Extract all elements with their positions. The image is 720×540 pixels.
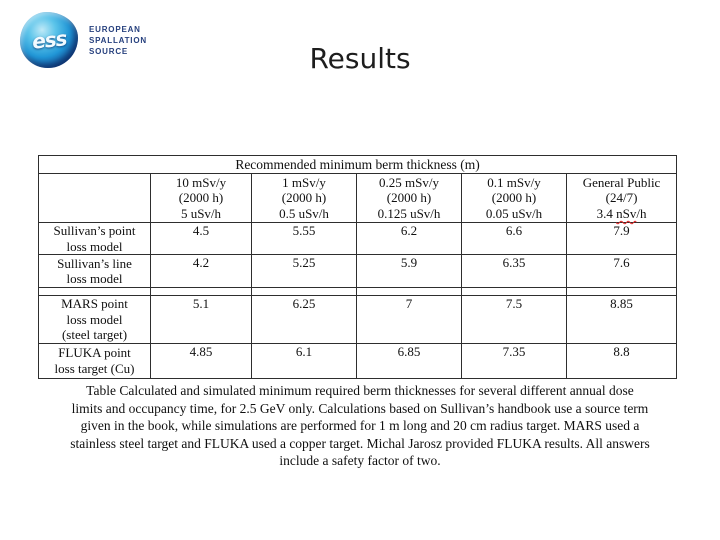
table-cell: 5.55 [251,222,357,255]
ess-logo-word-line: EUROPEAN [89,24,141,34]
table-cell: 7.9 [565,222,678,255]
table-caption: Table Calculated and simulated minimum r… [70,383,650,468]
table-cell: 8.85 [565,295,678,344]
spellchecked-unit: nSv [616,205,637,221]
table-header-row: 10 mSv/y (2000 h) 5 uSv/h 1 mSv/y (2000 … [38,173,678,223]
table-cell: 7.35 [461,342,567,379]
ess-logo-word-line: SPALLATION [89,35,147,45]
table-cell: 6.1 [251,342,357,379]
table-cell: 6.85 [356,342,462,379]
ess-logo: ess EUROPEAN SPALLATION SOURCE [20,12,147,68]
table-cell: 5.9 [356,254,462,288]
table-row: FLUKA point loss target (Cu) 4.85 6.1 6.… [38,342,678,379]
results-table: Recommended minimum berm thickness (m) 1… [37,155,678,379]
column-header: 0.1 mSv/y (2000 h) 0.05 uSv/h [461,173,567,223]
ess-logo-word-line: SOURCE [89,46,129,56]
table-row: Sullivan’s point loss model 4.5 5.55 6.2… [38,222,678,255]
table-cell: 6.25 [251,295,357,344]
table-row: Sullivan’s line loss model 4.2 5.25 5.9 … [38,254,678,288]
table-cell: 4.85 [150,342,252,379]
row-label: FLUKA point loss target (Cu) [38,342,151,379]
table-cell: 4.5 [150,222,252,255]
column-header: 10 mSv/y (2000 h) 5 uSv/h [150,173,252,223]
column-header: 1 mSv/y (2000 h) 0.5 uSv/h [251,173,357,223]
table-cell: 7.6 [565,254,678,288]
table-row: MARS point loss model (steel target) 5.1… [38,295,678,344]
row-label: MARS point loss model (steel target) [38,295,151,344]
table-title: Recommended minimum berm thickness (m) [37,155,678,174]
table-cell: 5.25 [251,254,357,288]
table-title-row: Recommended minimum berm thickness (m) [37,155,678,174]
table-cell: 7.5 [461,295,567,344]
table-cell: 6.6 [461,222,567,255]
table-cell: 8.8 [565,342,678,379]
table-cell: 6.2 [356,222,462,255]
table-cell: 5.1 [150,295,252,344]
table-cell: 7 [356,295,462,344]
ess-logo-wordmark: EUROPEAN SPALLATION SOURCE [89,24,147,57]
table-cell: 6.35 [461,254,567,288]
corner-cell [38,173,151,223]
column-header: 0.25 mSv/y (2000 h) 0.125 uSv/h [356,173,462,223]
ess-logo-icon: ess [20,12,78,68]
spacer-row [38,287,678,296]
row-label: Sullivan’s line loss model [38,254,151,288]
table-cell: 4.2 [150,254,252,288]
page-title: Results [309,42,411,75]
column-header: General Public (24/7) 3.4 nSv/h [565,173,678,223]
row-label: Sullivan’s point loss model [38,222,151,255]
